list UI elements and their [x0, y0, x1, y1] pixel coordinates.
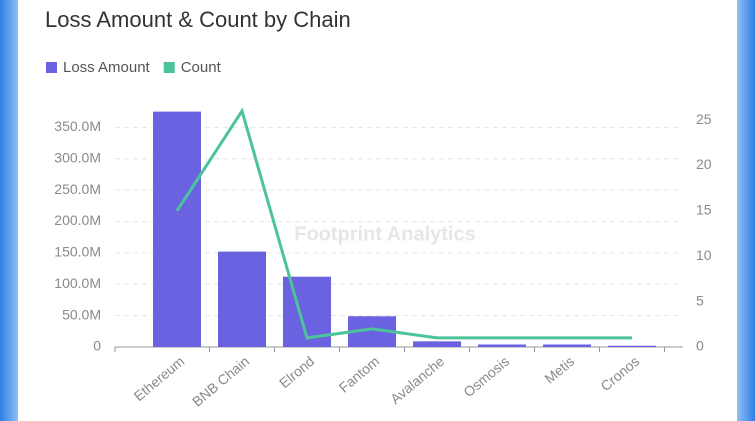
bar [478, 344, 526, 347]
y2-tick-label: 25 [696, 111, 712, 127]
y2-tick-label: 15 [696, 202, 712, 218]
x-tick-label: Avalanche [387, 353, 447, 407]
bar [608, 345, 656, 347]
chart-title: Loss Amount & Count by Chain [45, 7, 351, 32]
y-tick-label: 150.0M [54, 244, 101, 260]
y-tick-label: 0 [93, 338, 101, 354]
y-tick-label: 50.0M [62, 306, 101, 322]
x-tick-label: Metis [541, 353, 577, 387]
y2-tick-label: 20 [696, 156, 712, 172]
bar [413, 341, 461, 347]
x-tick-label: Ethereum [131, 353, 188, 404]
y-tick-label: 250.0M [54, 181, 101, 197]
legend-swatch [46, 62, 57, 73]
x-tick-label: Fantom [336, 353, 383, 396]
y-tick-label: 100.0M [54, 275, 101, 291]
legend-label: Loss Amount [63, 59, 151, 76]
legend-label: Count [181, 59, 222, 76]
x-tick-label: Osmosis [460, 353, 512, 400]
x-tick-label: Elrond [276, 353, 317, 391]
x-tick-label: BNB Chain [189, 353, 252, 410]
watermark: Footprint Analytics [294, 223, 475, 245]
bar [218, 251, 266, 347]
y-tick-label: 350.0M [54, 118, 101, 134]
x-tick-label: Cronos [597, 353, 642, 394]
line [175, 107, 632, 340]
bar [153, 111, 201, 348]
legend-swatch [163, 62, 175, 73]
y-tick-label: 200.0M [54, 212, 101, 228]
y-tick-label: 300.0M [54, 149, 101, 165]
y2-tick-label: 5 [696, 292, 704, 308]
y2-tick-label: 10 [696, 247, 712, 263]
y2-tick-label: 0 [696, 338, 704, 354]
bar [543, 344, 591, 347]
